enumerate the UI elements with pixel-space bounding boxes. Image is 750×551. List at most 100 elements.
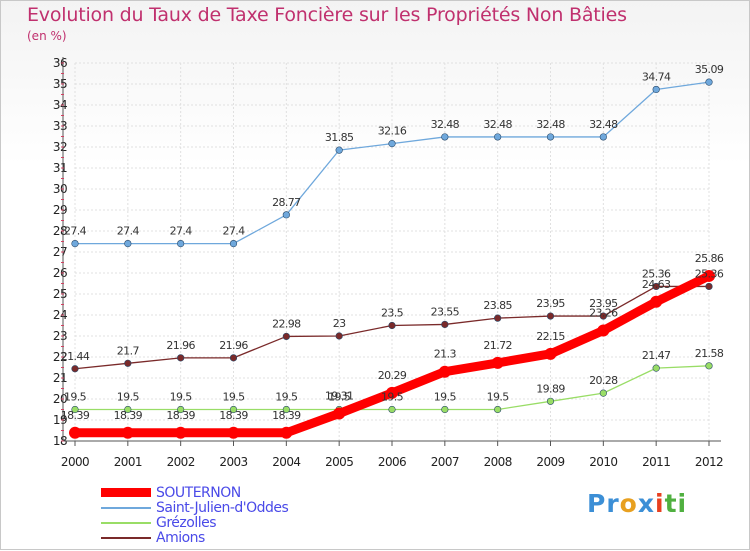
data-label-0: 21.3 — [434, 348, 457, 361]
series-point-0 — [69, 426, 81, 439]
data-label-3: 23 — [333, 317, 346, 330]
data-label-2: 19.5 — [64, 391, 87, 404]
data-label-0: 18.39 — [219, 409, 248, 422]
data-label-0: 18.39 — [272, 409, 301, 422]
legend-swatch — [101, 522, 151, 524]
data-label-1: 32.48 — [536, 118, 565, 131]
y-tick-label: 33 — [53, 119, 67, 133]
series-point-1 — [124, 240, 132, 248]
series-point-3 — [652, 282, 660, 291]
data-label-1: 34.74 — [642, 70, 671, 83]
logo-letters: o — [619, 489, 638, 518]
series-point-3 — [335, 332, 343, 340]
series-point-2 — [71, 405, 79, 414]
series-point-0 — [121, 426, 134, 439]
x-tick-label: 2012 — [695, 455, 723, 469]
x-tick-label: 2002 — [167, 455, 195, 469]
data-label-2: 19.5 — [275, 391, 298, 404]
data-label-2: 21.58 — [695, 347, 724, 360]
data-label-0: 25.86 — [695, 252, 724, 265]
series-point-1 — [282, 211, 290, 219]
data-label-3: 21.44 — [61, 350, 90, 363]
data-label-3: 23.95 — [589, 297, 618, 310]
y-tick-label: 19 — [53, 413, 67, 427]
x-tick-label: 2004 — [272, 455, 300, 469]
series-point-0 — [703, 269, 715, 282]
series-point-1 — [229, 240, 238, 248]
y-tick-label: 23 — [53, 329, 67, 343]
y-tick-label: 34 — [53, 98, 67, 112]
data-label-1: 32.16 — [378, 125, 407, 138]
chart-title: Evolution du Taux de Taxe Foncière sur l… — [27, 4, 627, 26]
series-point-0 — [174, 426, 187, 439]
series-point-3 — [388, 321, 396, 330]
data-label-0: 24.63 — [642, 278, 671, 291]
logo-letters: i — [654, 489, 665, 518]
data-label-0: 20.29 — [378, 369, 407, 382]
data-label-2: 19.89 — [536, 382, 565, 395]
y-tick-label: 21 — [53, 371, 67, 385]
series-point-3 — [229, 354, 238, 362]
x-tick-label: 2008 — [484, 455, 512, 469]
y-tick-label: 29 — [53, 203, 67, 217]
data-label-1: 28.77 — [272, 196, 301, 209]
series-point-0 — [280, 426, 293, 439]
x-tick-label: 2009 — [536, 455, 564, 469]
x-tick-label: 2003 — [219, 455, 247, 469]
data-label-2: 19.5 — [170, 391, 193, 404]
series-point-3 — [705, 282, 713, 291]
data-label-0: 18.39 — [114, 409, 143, 422]
data-label-1: 32.48 — [589, 118, 618, 131]
legend-label: Amions — [156, 530, 205, 546]
series-point-1 — [335, 146, 343, 154]
y-tick-label: 35 — [53, 77, 67, 91]
y-tick-label: 18 — [53, 434, 67, 448]
x-tick-label: 2010 — [589, 455, 617, 469]
logo-letters: ti — [664, 489, 688, 518]
series-point-1 — [388, 140, 396, 148]
series-point-0 — [544, 347, 557, 360]
data-label-3: 23.85 — [483, 299, 512, 312]
data-label-2: 19.5 — [222, 391, 245, 404]
y-tick-label: 25 — [53, 287, 67, 301]
series-point-2 — [546, 397, 555, 405]
series-point-2 — [652, 364, 660, 372]
series-point-1 — [652, 85, 660, 94]
data-label-0: 18.39 — [166, 409, 195, 422]
legend-label: SOUTERNON — [156, 485, 241, 501]
series-point-0 — [386, 386, 398, 399]
data-label-1: 31.85 — [325, 131, 354, 144]
unit-label: (en %) — [27, 29, 67, 43]
data-label-0: 19.31 — [325, 389, 354, 402]
data-label-3: 21.96 — [219, 339, 248, 352]
series-point-3 — [177, 354, 185, 362]
y-tick-label: 27 — [53, 245, 67, 259]
y-tick-label: 22 — [53, 350, 67, 364]
series-point-2 — [229, 405, 238, 414]
data-label-1: 27.4 — [117, 225, 140, 238]
data-label-1: 27.4 — [222, 225, 245, 238]
data-label-2: 19.5 — [328, 391, 351, 404]
series-point-3 — [494, 314, 502, 322]
series-point-1 — [71, 240, 79, 248]
series-point-0 — [438, 365, 451, 378]
data-label-2: 20.28 — [589, 374, 618, 387]
data-label-1: 27.4 — [64, 225, 87, 238]
y-tick-label: 36 — [53, 56, 67, 70]
series-point-2 — [282, 405, 290, 414]
series-point-2 — [388, 405, 396, 414]
data-label-1: 32.48 — [431, 118, 460, 131]
data-label-3: 23.55 — [431, 305, 460, 318]
data-label-1: 32.48 — [483, 118, 512, 131]
series-point-3 — [124, 359, 132, 367]
series-point-2 — [441, 405, 449, 414]
series-point-0 — [650, 295, 663, 308]
series-point-2 — [705, 362, 713, 370]
data-label-3: 25.36 — [642, 267, 671, 280]
series-point-2 — [177, 405, 185, 414]
data-label-2: 19.5 — [434, 391, 457, 404]
data-label-3: 22.98 — [272, 317, 301, 330]
data-label-0: 21.72 — [483, 339, 512, 352]
series-point-0 — [227, 426, 240, 439]
